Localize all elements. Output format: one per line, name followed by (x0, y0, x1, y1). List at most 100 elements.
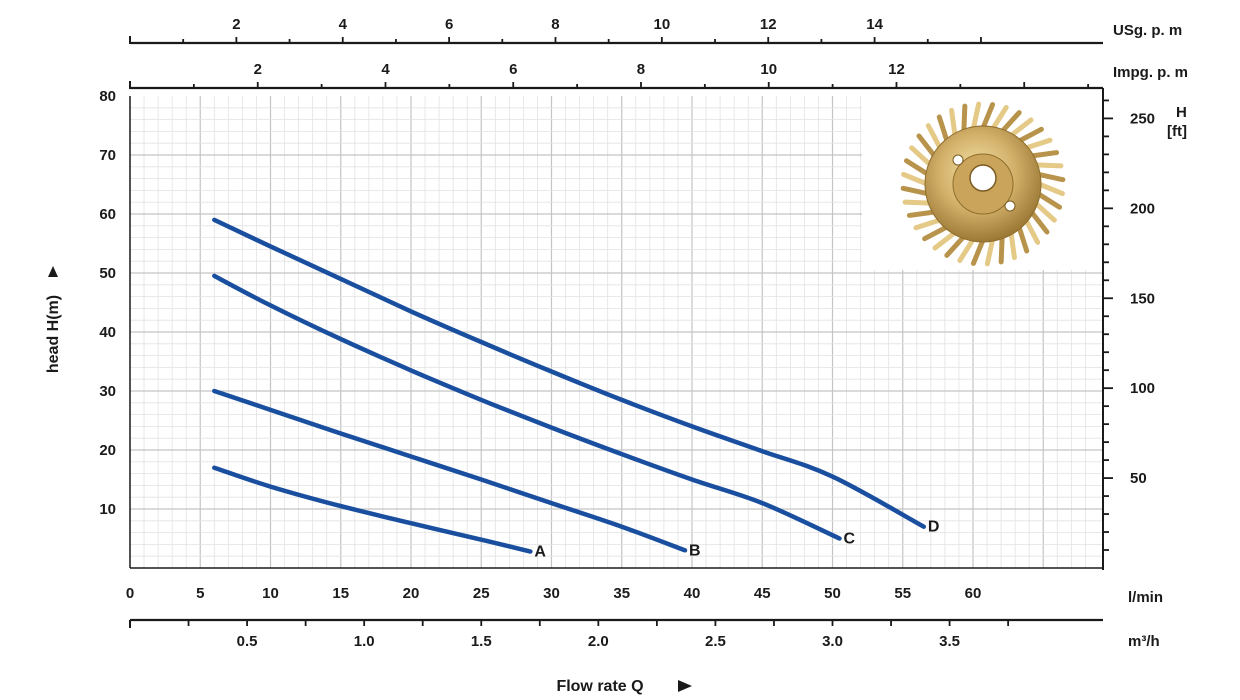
impeller-blade (902, 199, 933, 206)
tick-label-m3h: 1.0 (354, 633, 375, 650)
unit-lmin: l/min (1128, 589, 1163, 606)
impeller-blade (1016, 126, 1044, 144)
tick-label-m: 60 (99, 206, 116, 223)
impeller-blade (957, 236, 976, 264)
tick-label-m3h: 2.0 (588, 633, 609, 650)
curve-label-A: A (534, 543, 546, 560)
tick-label-usgpm: 12 (760, 16, 777, 33)
impeller-blade (932, 229, 958, 251)
impeller-blade (1035, 171, 1066, 183)
unit-ft-h: H (1176, 104, 1187, 121)
tick-label-ft: 200 (1130, 200, 1155, 217)
impeller-blade (901, 171, 930, 187)
impeller-image (862, 96, 1102, 270)
tick-label-lmin: 15 (332, 585, 349, 602)
tick-label-impgpm: 2 (254, 61, 262, 78)
tick-label-lmin: 20 (403, 585, 420, 602)
tick-label-ft: 100 (1130, 380, 1155, 397)
tick-label-m3h: 3.5 (939, 633, 960, 650)
tick-label-lmin: 30 (543, 585, 560, 602)
tick-label-impgpm: 12 (888, 61, 905, 78)
curve-A (212, 465, 533, 554)
impeller-blade (961, 103, 968, 134)
tick-label-ft: 50 (1130, 470, 1147, 487)
y-axis-arrow-icon (48, 266, 58, 277)
impeller-blade (1035, 191, 1063, 210)
impeller-blade (1036, 181, 1065, 197)
impeller-blade (990, 104, 1009, 132)
curve-C (212, 273, 842, 541)
impeller-blade (999, 110, 1022, 134)
impeller-blade (1023, 217, 1041, 245)
unit-m3h: m³/h (1128, 633, 1160, 650)
tick-label-usgpm: 8 (551, 16, 559, 33)
curve-label-B: B (689, 542, 701, 559)
tick-label-impgpm: 4 (381, 61, 390, 78)
tick-label-lmin: 55 (894, 585, 911, 602)
impeller-blade (984, 236, 996, 267)
impeller-blade (1008, 229, 1017, 261)
tick-label-m: 70 (99, 147, 116, 164)
tick-label-usgpm: 14 (866, 16, 883, 33)
curve-label-D: D (928, 519, 940, 536)
tick-label-lmin: 5 (196, 585, 204, 602)
tick-label-usgpm: 4 (339, 16, 348, 33)
series: A B C D (212, 217, 940, 560)
impeller-blade (1016, 224, 1030, 254)
unit-ft: [ft] (1167, 123, 1187, 140)
impeller-blade (900, 185, 931, 197)
impeller-blade (1033, 200, 1057, 223)
impeller-blade (913, 217, 943, 231)
tick-label-lmin: 10 (262, 585, 279, 602)
x-axis-arrow-icon (678, 680, 692, 692)
tick-label-m: 50 (99, 265, 116, 282)
axes (129, 36, 1113, 628)
tick-label-usgpm: 2 (232, 16, 240, 33)
tick-label-m: 30 (99, 383, 116, 400)
tick-label-lmin: 45 (754, 585, 771, 602)
impeller-blade (1008, 117, 1034, 139)
curve-B (212, 388, 688, 553)
curve-label-C: C (844, 531, 856, 548)
tick-label-impgpm: 6 (509, 61, 517, 78)
tick-label-ft: 250 (1130, 110, 1155, 127)
tick-label-lmin: 35 (613, 585, 630, 602)
tick-label-impgpm: 10 (760, 61, 777, 78)
impeller-blade (944, 234, 967, 258)
tick-label-m: 20 (99, 442, 116, 459)
impeller-blade (925, 123, 943, 151)
tick-label-usgpm: 10 (654, 16, 671, 33)
tick-label-lmin: 40 (684, 585, 701, 602)
tick-label-m3h: 1.5 (471, 633, 492, 650)
tick-label-lmin: 0 (126, 585, 134, 602)
impeller-blade (1028, 209, 1050, 235)
tick-label-m: 10 (99, 501, 116, 518)
tick-label-m3h: 3.0 (822, 633, 843, 650)
tick-label-lmin: 25 (473, 585, 490, 602)
impeller-blade (922, 224, 950, 242)
impeller-blade (1023, 137, 1053, 151)
impeller-blade (916, 133, 938, 159)
x-axis-title: Flow rate Q (556, 678, 643, 695)
tick-label-lmin: 60 (965, 585, 982, 602)
impeller-blade (998, 234, 1005, 265)
impeller-blade (970, 237, 986, 266)
tick-label-m3h: 2.5 (705, 633, 726, 650)
impeller-blade (906, 209, 938, 218)
impeller-blade (903, 158, 931, 177)
tick-label-m: 80 (99, 88, 116, 105)
tick-label-m: 40 (99, 324, 116, 341)
impeller-blade (909, 145, 933, 168)
tick-labels: 2 4 6 8 10 12 14 2 4 6 8 10 12 0 5 10 15 20 25 30 35 40 45 50 55… (99, 16, 1155, 650)
impeller-blade (980, 102, 996, 131)
impeller-blade (949, 107, 958, 139)
tick-label-ft: 150 (1130, 290, 1155, 307)
impeller-blade (970, 101, 982, 132)
impeller-blade (1028, 150, 1060, 159)
curve-D (212, 217, 927, 529)
tick-label-usgpm: 6 (445, 16, 453, 33)
tick-label-lmin: 50 (824, 585, 841, 602)
tick-label-m3h: 0.5 (237, 633, 258, 650)
tick-label-impgpm: 8 (637, 61, 645, 78)
